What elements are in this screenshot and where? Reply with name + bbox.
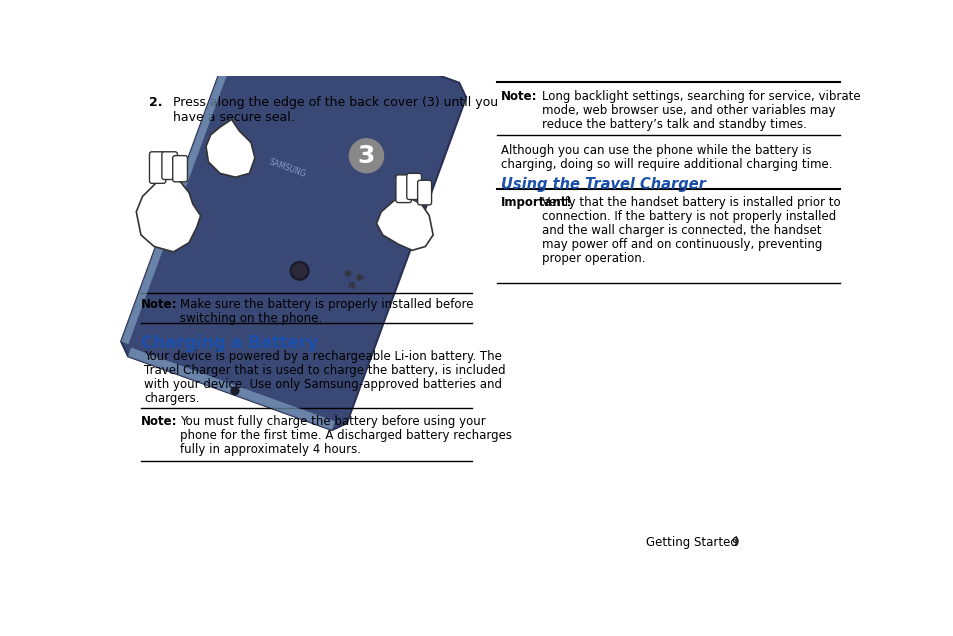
Text: Important!: Important! bbox=[500, 197, 572, 209]
Text: 9: 9 bbox=[731, 536, 739, 549]
Circle shape bbox=[290, 261, 309, 280]
Text: Press along the edge of the back cover (3) until you: Press along the edge of the back cover (… bbox=[173, 96, 498, 109]
FancyBboxPatch shape bbox=[417, 180, 431, 205]
FancyBboxPatch shape bbox=[162, 152, 177, 179]
Circle shape bbox=[349, 139, 383, 173]
Text: Although you can use the phone while the battery is: Although you can use the phone while the… bbox=[500, 144, 810, 157]
Text: Note:: Note: bbox=[141, 298, 177, 311]
Text: 3: 3 bbox=[357, 144, 375, 168]
Polygon shape bbox=[121, 16, 248, 344]
Text: Using the Travel Charger: Using the Travel Charger bbox=[500, 177, 704, 192]
Text: Your device is powered by a rechargeable Li-ion battery. The: Your device is powered by a rechargeable… bbox=[144, 350, 501, 363]
Text: 2.: 2. bbox=[149, 96, 162, 109]
Text: You must fully charge the battery before using your: You must fully charge the battery before… bbox=[179, 415, 485, 428]
Text: fully in approximately 4 hours.: fully in approximately 4 hours. bbox=[179, 443, 360, 456]
Circle shape bbox=[231, 387, 238, 395]
Text: may power off and on continuously, preventing: may power off and on continuously, preve… bbox=[541, 238, 821, 251]
Text: have a secure seal.: have a secure seal. bbox=[173, 111, 294, 124]
Text: Note:: Note: bbox=[500, 90, 537, 103]
Text: Note:: Note: bbox=[141, 415, 177, 428]
Text: chargers.: chargers. bbox=[144, 392, 199, 405]
Polygon shape bbox=[128, 348, 335, 430]
Text: charging, doing so will require additional charging time.: charging, doing so will require addition… bbox=[500, 158, 831, 171]
Text: switching on the phone.: switching on the phone. bbox=[179, 312, 321, 325]
Text: Make sure the battery is properly installed before: Make sure the battery is properly instal… bbox=[179, 298, 473, 311]
Text: Travel Charger that is used to charge the battery, is included: Travel Charger that is used to charge th… bbox=[144, 364, 505, 377]
Text: and the wall charger is connected, the handset: and the wall charger is connected, the h… bbox=[541, 224, 821, 237]
Text: Charging a Battery: Charging a Battery bbox=[141, 333, 318, 352]
Text: proper operation.: proper operation. bbox=[541, 252, 644, 265]
Text: phone for the first time. A discharged battery recharges: phone for the first time. A discharged b… bbox=[179, 429, 511, 442]
Text: ⋮⋮⋮: ⋮⋮⋮ bbox=[317, 155, 344, 172]
Polygon shape bbox=[121, 9, 466, 430]
FancyBboxPatch shape bbox=[150, 152, 166, 183]
Text: connection. If the battery is not properly installed: connection. If the battery is not proper… bbox=[541, 211, 835, 223]
Text: Getting Started: Getting Started bbox=[645, 536, 738, 549]
Polygon shape bbox=[376, 198, 433, 251]
Text: with your device. Use only Samsung-approved batteries and: with your device. Use only Samsung-appro… bbox=[144, 378, 501, 391]
Circle shape bbox=[293, 264, 306, 278]
Polygon shape bbox=[136, 174, 200, 252]
Text: reduce the battery’s talk and standby times.: reduce the battery’s talk and standby ti… bbox=[541, 118, 805, 131]
Text: Long backlight settings, searching for service, vibrate: Long backlight settings, searching for s… bbox=[541, 90, 860, 103]
FancyBboxPatch shape bbox=[406, 174, 421, 200]
FancyBboxPatch shape bbox=[395, 175, 411, 203]
Text: Verify that the handset battery is installed prior to: Verify that the handset battery is insta… bbox=[541, 197, 840, 209]
Text: SAMSUNG: SAMSUNG bbox=[268, 157, 307, 179]
Text: mode, web browser use, and other variables may: mode, web browser use, and other variabl… bbox=[541, 104, 834, 117]
FancyBboxPatch shape bbox=[172, 156, 187, 182]
Polygon shape bbox=[206, 120, 254, 177]
